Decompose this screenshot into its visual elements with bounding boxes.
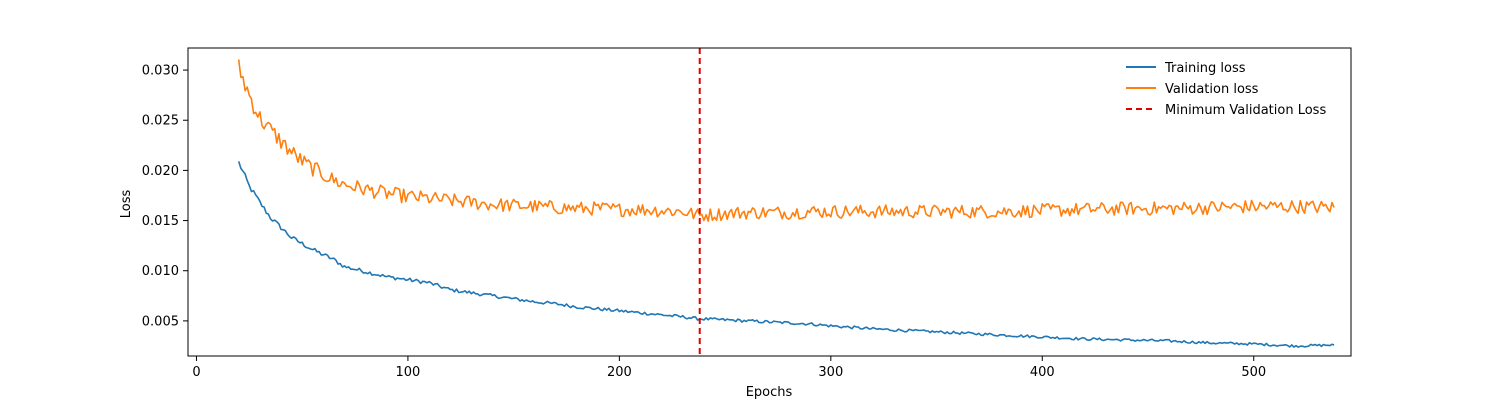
validation-loss-line	[237, 59, 1335, 222]
y-axis: 0.005 0.010 0.015 0.020 0.025 0.030	[142, 64, 188, 329]
x-tick-label: 0	[192, 365, 200, 380]
y-tick-label: 0.015	[142, 214, 179, 229]
legend: Training loss Validation loss Minimum Vali…	[1126, 61, 1326, 118]
x-axis-label: Epochs	[746, 385, 793, 400]
plot-frame	[187, 47, 1352, 357]
y-tick-label: 0.030	[142, 64, 179, 79]
legend-label: Minimum Validation Loss	[1165, 103, 1326, 118]
y-tick-label: 0.010	[142, 264, 179, 279]
x-axis: 0 100 200 300 400 500	[192, 356, 1266, 380]
y-tick-label: 0.025	[142, 114, 179, 129]
y-axis-label: Loss	[119, 190, 134, 219]
x-tick-label: 500	[1241, 365, 1266, 380]
legend-label: Validation loss	[1165, 82, 1259, 97]
training-loss-line	[237, 161, 1335, 348]
x-tick-label: 200	[607, 365, 632, 380]
x-tick-label: 300	[818, 365, 843, 380]
x-tick-label: 100	[395, 365, 420, 380]
y-tick-label: 0.020	[142, 164, 179, 179]
y-tick-label: 0.005	[142, 314, 179, 329]
plot-area	[237, 48, 1335, 356]
legend-label: Training loss	[1164, 61, 1246, 76]
x-tick-label: 400	[1030, 365, 1055, 380]
